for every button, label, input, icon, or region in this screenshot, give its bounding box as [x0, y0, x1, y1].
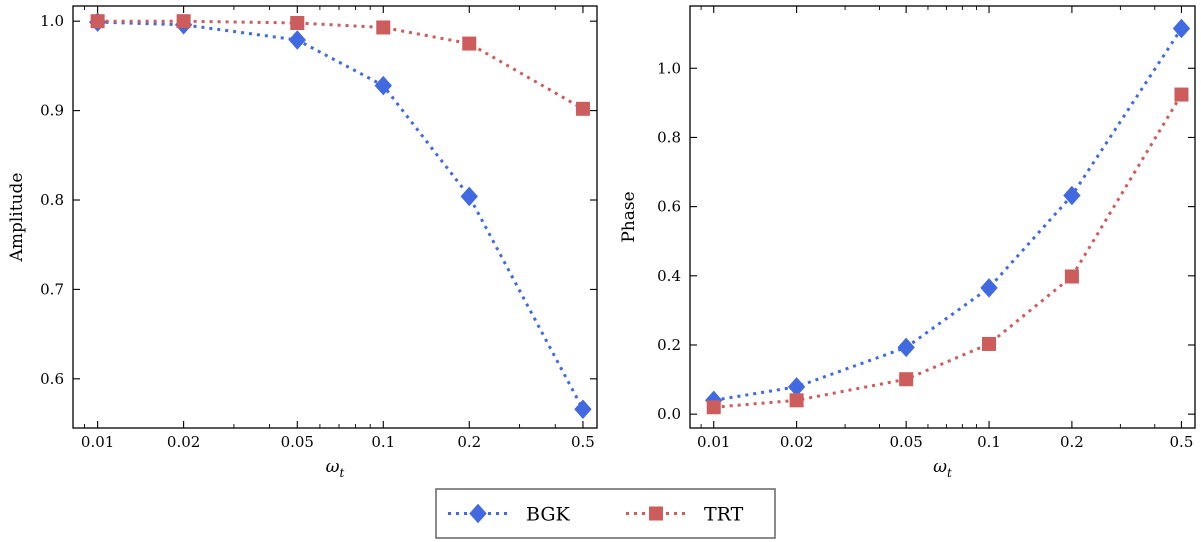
- data-point-trt: [1174, 87, 1189, 102]
- x-tick-label: 0.02: [780, 433, 813, 451]
- legend-box: [435, 488, 776, 539]
- y-axis-label: Phase: [619, 191, 639, 242]
- data-point-trt: [899, 372, 914, 387]
- data-point-bgk: [980, 278, 998, 298]
- data-point-trt: [706, 400, 721, 415]
- x-tick-label: 0.2: [1060, 433, 1084, 451]
- x-tick-label: 0.05: [281, 433, 314, 451]
- y-tick-label: 0.4: [657, 267, 681, 285]
- data-point-trt: [462, 36, 477, 51]
- data-point-trt: [90, 14, 105, 29]
- y-tick-label: 1.0: [657, 59, 681, 77]
- x-axis-subscript: t: [947, 466, 952, 480]
- x-tick-label: 0.1: [371, 433, 395, 451]
- data-point-trt: [789, 393, 804, 408]
- series-line-bgk: [713, 27, 1183, 402]
- data-point-trt: [176, 14, 191, 29]
- legend-marker-bgk: [469, 503, 487, 524]
- y-tick-label: 0.6: [657, 198, 681, 216]
- legend-label-bgk: BGK: [526, 504, 570, 526]
- x-tick-label: 0.1: [977, 433, 1001, 451]
- series-line-trt: [713, 93, 1183, 409]
- y-tick-label: 0.6: [40, 370, 64, 388]
- x-tick-label: 0.01: [697, 433, 730, 451]
- legend-marker-trt: [649, 506, 663, 521]
- axes-frame: [72, 5, 598, 429]
- data-point-bgk: [288, 30, 306, 50]
- x-axis-label: ωt: [933, 457, 952, 480]
- legend-label-trt: TRT: [704, 504, 744, 526]
- series-line-bgk: [97, 20, 585, 410]
- data-point-bgk: [897, 337, 915, 358]
- y-tick-label: 0.8: [657, 128, 681, 146]
- x-axis-label: ωt: [326, 457, 345, 480]
- data-point-trt: [1064, 269, 1079, 284]
- amplitude-panel: 0.01 0.02 0.05 0.1 0.2 0.5 0.6 0.7 0.8 0.9 1.0 ωt Am…: [7, 5, 598, 480]
- y-tick-label: 0.2: [657, 336, 681, 354]
- data-point-trt: [376, 20, 391, 35]
- data-point-bgk: [1063, 185, 1081, 206]
- data-point-trt: [575, 101, 590, 116]
- y-tick-label: 1.0: [40, 12, 64, 30]
- series-line-trt: [97, 19, 584, 111]
- axes-frame: [689, 5, 1196, 429]
- x-axis-symbol: ω: [933, 457, 947, 477]
- x-tick-label: 0.05: [889, 433, 922, 451]
- y-tick-label: 0.8: [40, 191, 64, 209]
- x-axis-subscript: t: [340, 466, 345, 480]
- data-point-bgk: [460, 186, 478, 207]
- data-point-bgk: [787, 377, 806, 397]
- x-tick-label: 0.02: [167, 433, 200, 451]
- data-point-bgk: [1172, 18, 1191, 39]
- x-tick-label: 0.5: [571, 433, 595, 451]
- legend: BGK TRT: [435, 488, 776, 539]
- data-point-bgk: [574, 399, 592, 419]
- y-tick-label: 0.7: [40, 280, 64, 298]
- y-tick-label: 0.9: [40, 102, 64, 120]
- data-point-bgk: [374, 75, 392, 96]
- data-point-trt: [290, 15, 305, 30]
- y-axis-label: Amplitude: [7, 173, 27, 263]
- x-tick-label: 0.2: [457, 433, 481, 451]
- phase-panel: 0.01 0.02 0.05 0.1 0.2 0.5 0.0 0.2 0.4 0.6 0.8 1.0 ω…: [619, 5, 1196, 480]
- x-tick-label: 0.5: [1170, 433, 1194, 451]
- data-point-trt: [982, 336, 997, 351]
- x-axis-symbol: ω: [326, 457, 340, 477]
- y-tick-label: 0.0: [657, 405, 681, 423]
- x-tick-label: 0.01: [81, 433, 114, 451]
